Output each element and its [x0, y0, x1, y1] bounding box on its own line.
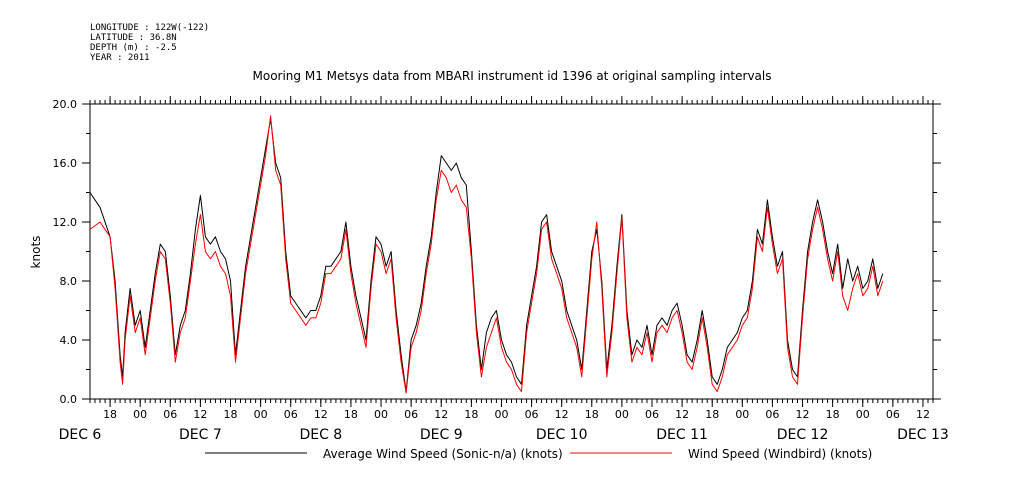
plot-frame — [89, 103, 934, 400]
series-layer — [89, 115, 884, 394]
chart-title: Mooring M1 Metsys data from MBARI instru… — [253, 69, 772, 83]
x-tick-label: 06 — [284, 408, 298, 421]
x-tick-label: 12 — [193, 408, 207, 421]
y-tick-label: 0.0 — [60, 393, 78, 406]
x-tick-label: 00 — [856, 408, 870, 421]
x-tick-label: 06 — [163, 408, 177, 421]
y-axis: 0.0 4.0 8.0 12.0 16.0 20.0 — [53, 98, 941, 406]
x-tick-label: 12 — [314, 408, 328, 421]
y-tick-label: 8.0 — [60, 275, 78, 288]
x-tick-label: 12 — [555, 408, 569, 421]
meta-year: YEAR : 2011 — [90, 53, 150, 63]
x-tick-label: 06 — [886, 408, 900, 421]
x-minor-ticks — [89, 100, 934, 403]
x-tick-label: 06 — [404, 408, 418, 421]
legend-label-windbird: Wind Speed (Windbird) (knots) — [688, 447, 872, 461]
x-tick-label: 12 — [675, 408, 689, 421]
x-tick-label: 06 — [525, 408, 539, 421]
legend: Average Wind Speed (Sonic-n/a) (knots) W… — [205, 447, 872, 461]
x-day-label: DEC 9 — [420, 427, 463, 443]
meta-latitude: LATITUDE : 36.8N — [90, 33, 177, 43]
legend-label-average: Average Wind Speed (Sonic-n/a) (knots) — [323, 447, 563, 461]
y-tick-label: 16.0 — [53, 157, 78, 170]
x-tick-label: 00 — [735, 408, 749, 421]
x-day-label: DEC 8 — [299, 427, 342, 443]
x-axis: 18 00 06 12 18 00 06 12 18 00 06 12 18 00 06 12 18 00 06 12… — [59, 96, 949, 443]
x-day-label: DEC 7 — [179, 427, 222, 443]
y-tick-label: 20.0 — [53, 98, 78, 111]
x-day-label: DEC 10 — [536, 427, 588, 443]
x-tick-label: 12 — [916, 408, 930, 421]
x-tick-label: 00 — [494, 408, 508, 421]
x-tick-label: 18 — [464, 408, 478, 421]
x-tick-label: 18 — [344, 408, 358, 421]
x-day-label: DEC 6 — [59, 427, 102, 443]
x-tick-label: 18 — [224, 408, 238, 421]
x-tick-label: 18 — [705, 408, 719, 421]
y-tick-label: 12.0 — [53, 216, 78, 229]
y-axis-label: knots — [29, 236, 43, 269]
x-tick-label: 00 — [133, 408, 147, 421]
y-tick-label: 4.0 — [60, 334, 78, 347]
x-tick-label: 06 — [765, 408, 779, 421]
meta-longitude: LONGITUDE : 122W(-122) — [90, 23, 209, 33]
series-line-1 — [89, 115, 884, 394]
x-tick-label: 00 — [615, 408, 629, 421]
x-tick-label: 00 — [374, 408, 388, 421]
series-line-0 — [89, 118, 884, 393]
meta-depth: DEPTH (m) : -2.5 — [90, 43, 177, 53]
x-day-label: DEC 13 — [897, 427, 949, 443]
x-tick-label: 00 — [254, 408, 268, 421]
x-tick-label: 18 — [585, 408, 599, 421]
x-tick-label: 06 — [645, 408, 659, 421]
x-tick-label: 12 — [434, 408, 448, 421]
x-tick-label: 18 — [103, 408, 117, 421]
meta-block: LONGITUDE : 122W(-122) LATITUDE : 36.8N … — [90, 23, 209, 63]
x-tick-label: 18 — [826, 408, 840, 421]
x-tick-label: 12 — [796, 408, 810, 421]
x-day-label: DEC 11 — [656, 427, 708, 443]
x-day-label: DEC 12 — [777, 427, 829, 443]
